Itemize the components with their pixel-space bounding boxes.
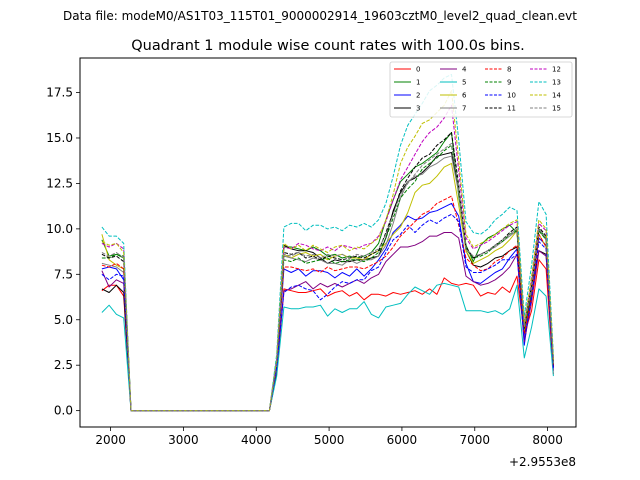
series-line-9 (101, 144, 554, 412)
legend-label-1: 1 (416, 79, 420, 87)
legend-label-6: 6 (462, 92, 467, 100)
x-axis-ticks: 2000 3000 4000 5000 6000 7000 8000 (95, 427, 563, 447)
plot-area (80, 58, 576, 427)
series-line-2 (101, 202, 554, 412)
y-tick-label: 0.0 (54, 404, 73, 418)
series-line-15 (101, 142, 554, 412)
chart-suptitle: Data file: modeM0/AS1T03_115T01_90000029… (63, 9, 577, 23)
legend-label-15: 15 (552, 105, 561, 113)
legend-label-9: 9 (507, 79, 511, 87)
x-tick-label: 6000 (387, 433, 418, 447)
x-tick-label: 3000 (168, 433, 199, 447)
legend-label-5: 5 (462, 79, 466, 87)
legend-label-2: 2 (416, 92, 420, 100)
y-tick-label: 10.0 (46, 222, 73, 236)
legend-label-4: 4 (462, 66, 467, 74)
x-tick-label: 5000 (314, 433, 345, 447)
y-tick-label: 15.0 (46, 131, 73, 145)
legend-label-12: 12 (552, 66, 561, 74)
series-line-3 (101, 152, 554, 412)
legend-label-7: 7 (462, 105, 466, 113)
x-tick-label: 2000 (95, 433, 126, 447)
x-tick-label: 8000 (532, 433, 563, 447)
series-line-6 (101, 162, 554, 412)
y-tick-label: 12.5 (46, 176, 73, 190)
y-tick-label: 7.5 (54, 267, 73, 281)
legend-label-13: 13 (552, 79, 561, 87)
series-line-13 (101, 73, 554, 412)
plot-frame (79, 57, 577, 428)
legend-label-8: 8 (507, 66, 511, 74)
x-axis-offset-label: +2.9553e8 (509, 455, 576, 469)
y-tick-label: 5.0 (54, 313, 73, 327)
y-axis-ticks: 0.0 2.5 5.0 7.5 10.0 12.5 15.0 17.5 (46, 86, 80, 418)
y-tick-label: 17.5 (46, 86, 73, 100)
x-tick-label: 7000 (459, 433, 490, 447)
legend-label-0: 0 (416, 66, 420, 74)
x-tick-label: 4000 (241, 433, 272, 447)
legend-label-3: 3 (416, 105, 420, 113)
series-line-10 (101, 213, 554, 412)
y-tick-label: 2.5 (54, 358, 73, 372)
series-line-5 (101, 282, 554, 412)
chart-title: Quadrant 1 module wise count rates with … (131, 38, 525, 54)
legend-label-14: 14 (552, 92, 561, 100)
legend-label-11: 11 (507, 105, 516, 113)
legend-box (389, 61, 573, 118)
series-line-8 (101, 195, 554, 412)
series-line-14 (101, 90, 554, 412)
series-line-12 (101, 104, 554, 412)
series-line-7 (101, 155, 554, 412)
series-layer (101, 73, 554, 412)
legend-label-10: 10 (507, 92, 516, 100)
series-line-0 (101, 259, 554, 412)
